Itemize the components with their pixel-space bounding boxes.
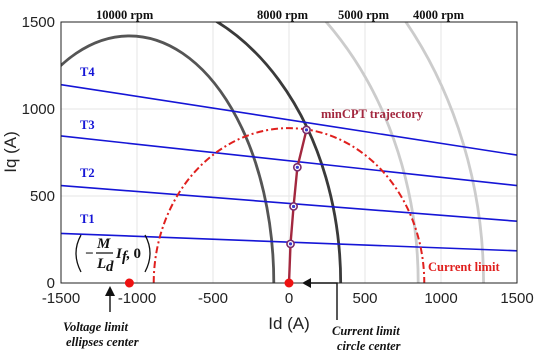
torque-label-t3: T3	[80, 118, 95, 132]
y-tick-label: 0	[47, 275, 55, 292]
y-axis-label: Iq (A)	[1, 131, 20, 173]
formula-right-paren	[144, 234, 151, 273]
voltage-center-formula: − M L d I f , 0	[75, 234, 151, 275]
current-center-marker	[284, 278, 294, 288]
voltage-center-arrow	[105, 286, 115, 312]
x-tick-label: 1000	[424, 290, 457, 307]
x-tick-label: -500	[198, 290, 228, 307]
markers	[124, 278, 294, 288]
mincpt-point-core	[295, 165, 299, 169]
current-limit-label: Current limit	[428, 260, 500, 274]
x-tick-label: 0	[285, 290, 293, 307]
x-tick-label: -1500	[42, 290, 80, 307]
torque-line-t4	[61, 83, 517, 156]
formula-numerator: M	[96, 236, 111, 252]
torque-line-t2	[61, 184, 517, 223]
formula-tail: , 0	[126, 246, 141, 262]
mincpt-point-core	[288, 242, 293, 246]
voltage-center-note-line2: ellipses center	[66, 335, 139, 349]
formula-denominator-sub: d	[106, 259, 114, 275]
formula-left-paren	[75, 234, 82, 273]
torque-label-t1: T1	[80, 212, 95, 226]
torque-line-t3	[61, 135, 517, 187]
voltage-center-marker	[124, 278, 134, 288]
formula-factor: I	[115, 246, 123, 262]
current-limit-circle	[152, 127, 426, 283]
x-axis-label: Id (A)	[268, 314, 310, 333]
current-center-note-line1: Current limit	[332, 324, 400, 338]
mincpt-point-core	[291, 204, 296, 209]
torque-label-t4: T4	[80, 65, 95, 79]
current-center-note-line2: circle center	[337, 339, 401, 353]
torque-label-t2: T2	[80, 166, 95, 180]
mincpt-label: minCPT trajectory	[321, 107, 424, 121]
x-tick-label: -1000	[118, 290, 156, 307]
rpm-label-5000: 5000 rpm	[338, 8, 390, 22]
formula-minus: −	[85, 246, 94, 262]
x-tick-label: 1500	[500, 290, 533, 307]
voltage-ellipse-4000-rpm	[404, 22, 485, 283]
rpm-label-8000: 8000 rpm	[257, 8, 309, 22]
voltage-ellipse-5000-rpm	[324, 22, 420, 283]
mincpt-point-core	[304, 128, 309, 132]
x-tick-label: 500	[352, 290, 377, 307]
voltage-ellipse-8000-rpm	[214, 22, 343, 283]
voltage-ellipse-10000-rpm	[61, 34, 276, 283]
y-tick-label: 1500	[22, 14, 55, 31]
voltage-center-note-line1: Voltage limit	[63, 320, 128, 334]
tick-labels: -1500 -1000 -500 0 500 1000 1500 0 500 1000 1500	[22, 14, 534, 307]
series-layer	[61, 22, 517, 283]
rpm-label-10000: 10000 rpm	[96, 8, 154, 22]
formula-denominator: L	[96, 256, 106, 272]
formula-factor-sub: f	[122, 249, 129, 265]
current-center-arrow	[302, 278, 338, 320]
rpm-label-4000: 4000 rpm	[413, 8, 465, 22]
y-tick-label: 500	[30, 188, 55, 205]
y-tick-label: 1000	[22, 101, 55, 118]
